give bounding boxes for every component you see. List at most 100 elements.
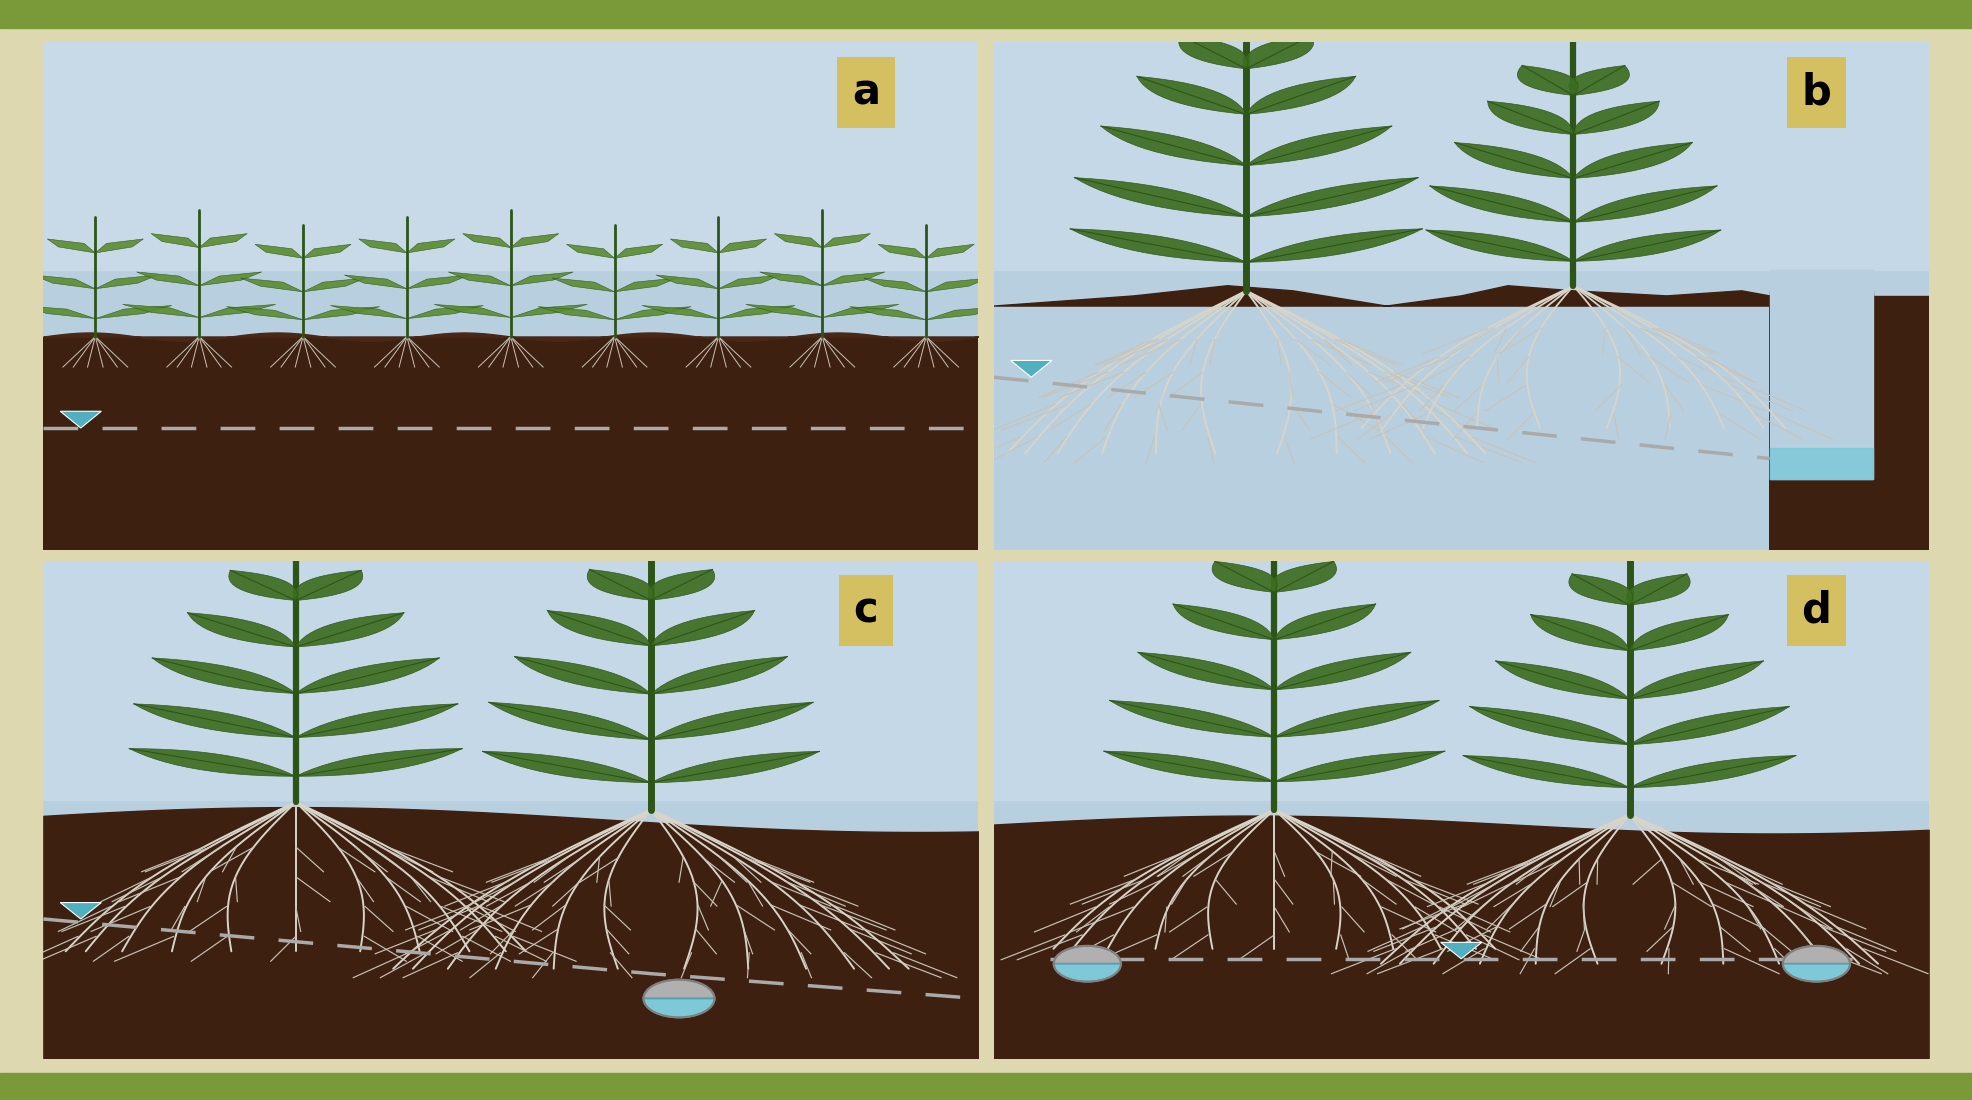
Polygon shape [822,233,870,248]
Wedge shape [1783,964,1850,981]
Polygon shape [20,306,95,319]
Polygon shape [1487,101,1574,134]
Polygon shape [864,278,927,292]
Polygon shape [566,244,615,258]
Polygon shape [615,244,663,258]
Polygon shape [1274,751,1445,782]
Polygon shape [515,657,651,694]
Polygon shape [1138,652,1274,690]
Polygon shape [1629,756,1796,788]
Polygon shape [1530,615,1629,651]
Polygon shape [359,239,406,253]
Polygon shape [1455,143,1574,178]
FancyBboxPatch shape [714,0,1972,703]
Polygon shape [615,307,690,320]
Bar [994,561,1929,800]
Polygon shape [651,657,787,694]
Polygon shape [1516,66,1578,96]
Polygon shape [651,751,820,783]
Polygon shape [34,275,95,289]
Polygon shape [1570,66,1629,96]
Polygon shape [1138,76,1246,114]
Text: c: c [854,590,878,631]
Polygon shape [1274,652,1410,690]
Polygon shape [296,658,440,694]
Polygon shape [406,239,456,253]
Polygon shape [406,275,469,289]
Polygon shape [1012,361,1051,377]
Polygon shape [718,239,767,253]
Polygon shape [718,306,795,319]
Polygon shape [1246,76,1355,114]
Polygon shape [199,272,262,286]
Polygon shape [1627,574,1690,605]
Polygon shape [1274,604,1376,640]
Polygon shape [1574,186,1718,222]
Wedge shape [1053,946,1120,964]
Polygon shape [61,903,101,918]
Wedge shape [643,999,714,1018]
Polygon shape [448,272,511,286]
Polygon shape [1495,661,1629,700]
Polygon shape [1173,604,1274,640]
Bar [1769,449,1873,478]
Polygon shape [552,278,615,292]
Polygon shape [643,306,718,319]
Polygon shape [1570,574,1633,605]
Polygon shape [1873,296,1929,550]
Polygon shape [1100,126,1246,166]
Polygon shape [294,570,363,601]
Polygon shape [878,244,927,258]
Polygon shape [187,613,296,647]
Text: a: a [852,72,880,113]
Polygon shape [152,658,296,694]
Wedge shape [643,980,714,999]
Polygon shape [199,233,246,248]
Polygon shape [483,751,651,783]
Polygon shape [434,305,511,318]
Polygon shape [745,305,822,318]
Polygon shape [1104,751,1274,782]
Polygon shape [331,306,406,319]
FancyBboxPatch shape [0,0,1258,703]
Polygon shape [994,286,1929,550]
Polygon shape [134,704,296,737]
Polygon shape [1574,230,1722,262]
Polygon shape [152,233,199,248]
Polygon shape [651,610,755,646]
Polygon shape [511,233,558,248]
Bar [43,42,978,271]
Polygon shape [1442,943,1481,959]
Bar [1769,271,1873,478]
Polygon shape [304,278,365,292]
Polygon shape [651,702,812,740]
Polygon shape [822,305,899,318]
FancyBboxPatch shape [714,411,1972,1100]
Polygon shape [304,244,351,258]
Polygon shape [136,272,199,286]
Polygon shape [1179,35,1248,69]
Polygon shape [759,272,822,286]
Polygon shape [1629,615,1727,651]
Polygon shape [489,702,651,740]
Polygon shape [1071,229,1246,263]
Polygon shape [130,749,296,777]
Polygon shape [1213,561,1278,593]
Polygon shape [927,244,974,258]
Polygon shape [1274,701,1440,737]
Polygon shape [1574,101,1658,134]
Polygon shape [1246,177,1418,217]
Polygon shape [463,233,511,248]
Polygon shape [227,307,304,320]
Polygon shape [254,244,304,258]
Polygon shape [199,305,276,318]
Polygon shape [775,233,822,248]
Wedge shape [1053,964,1120,981]
Polygon shape [406,306,483,319]
Polygon shape [296,749,461,777]
Polygon shape [1769,290,1873,478]
Polygon shape [657,275,718,289]
Polygon shape [511,272,574,286]
Polygon shape [670,239,718,253]
Polygon shape [1426,230,1574,262]
